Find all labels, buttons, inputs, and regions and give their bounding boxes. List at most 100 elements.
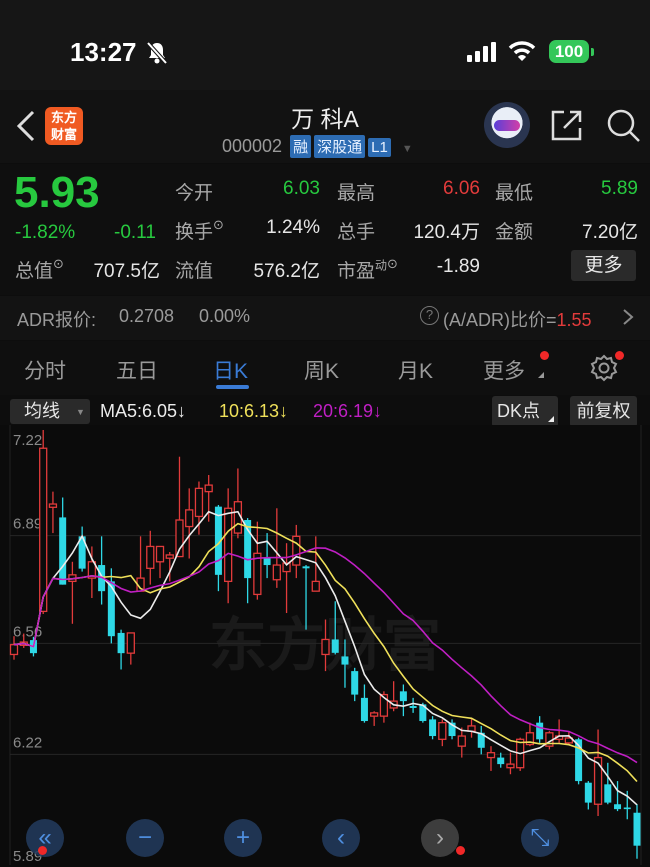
candle-body-down	[536, 722, 544, 740]
candle-body-up	[379, 693, 389, 717]
candle-body-up	[486, 752, 496, 759]
period-tabs: 分时 五日 日K 周K 月K 更多	[0, 341, 650, 395]
status-bar: 13:27 100	[0, 0, 650, 90]
active-tab-indicator	[216, 385, 249, 389]
help-icon[interactable]: ?	[420, 306, 439, 325]
high-value: 6.06	[443, 178, 480, 199]
tab-more[interactable]: 更多	[483, 360, 525, 383]
candle-body-up	[438, 722, 447, 740]
notification-dot	[38, 846, 47, 855]
stock-title: 万 科A	[291, 106, 359, 132]
minus-icon: −	[137, 824, 152, 851]
robot-assistant-avatar[interactable]	[484, 102, 530, 148]
candle-body-up	[321, 638, 330, 656]
ma20-line	[13, 547, 638, 764]
candle-body-up	[204, 484, 213, 493]
search-icon[interactable]	[606, 108, 642, 144]
candle-body-down	[429, 719, 437, 737]
candle-body-up	[525, 732, 535, 746]
candle-body-down	[244, 520, 252, 579]
tag-level: L1	[368, 138, 391, 157]
scroll-right-button[interactable]: ›	[421, 819, 459, 857]
candle-body-up	[165, 554, 174, 559]
back-icon[interactable]	[15, 110, 37, 142]
double-chevron-left-icon: «	[38, 824, 52, 851]
expand-icon: ⤡	[530, 824, 550, 851]
last-price: 5.93	[14, 168, 100, 217]
signal-icon	[467, 42, 496, 62]
scroll-left-button[interactable]: ‹	[322, 819, 360, 857]
dk-point-button[interactable]: DK点	[492, 396, 558, 427]
info-icon[interactable]: ⊙	[53, 256, 64, 271]
plus-icon: +	[235, 824, 250, 851]
candle-body-up	[282, 562, 291, 573]
candle-body-down	[341, 656, 349, 665]
logo-line1: 东方	[50, 110, 77, 125]
candle-body-up	[9, 644, 19, 656]
turnover-value: 1.24%	[266, 217, 320, 238]
adr-price: 0.2708	[119, 306, 175, 326]
tab-weekly-k[interactable]: 周K	[304, 360, 340, 383]
info-icon[interactable]: ⊙	[387, 256, 398, 271]
kline-chart[interactable]: 东方财富7.226.896.566.225.89	[0, 425, 650, 867]
gear-icon[interactable]	[590, 354, 618, 382]
candle-body-down	[117, 632, 125, 654]
more-button[interactable]: 更多	[571, 250, 636, 281]
candle-body-down	[623, 807, 631, 810]
pe-value: -1.89	[436, 256, 480, 277]
notification-dot	[540, 351, 549, 360]
ma-selector[interactable]: 均线 ▼	[10, 399, 90, 424]
battery-icon: 100	[549, 40, 589, 63]
stock-header: 东方 财富 万 科A 000002 融深股通 L1 ▼	[0, 90, 650, 163]
candle-body-down	[477, 732, 485, 748]
ma20-value: 20:6.19↓	[313, 401, 383, 421]
tab-daily-k[interactable]: 日K	[213, 360, 249, 383]
volume-label: 总手	[337, 222, 376, 243]
stock-code-row[interactable]: 000002 融深股通 L1 ▼	[222, 135, 413, 158]
info-icon[interactable]: ⊙	[213, 217, 224, 232]
candle-body-down	[497, 757, 505, 765]
low-label: 最低	[495, 183, 534, 204]
candle-body-down	[302, 566, 310, 569]
candle-body-down	[409, 706, 417, 708]
adjust-button[interactable]: 前复权	[570, 396, 637, 427]
candle-body-down	[78, 536, 86, 569]
stock-code: 000002	[222, 136, 283, 156]
ma5-line	[13, 510, 638, 806]
change-percent: -1.82%	[15, 222, 76, 243]
ma10-value: 10:6.13↓	[219, 401, 289, 421]
y-tick-label: 7.22	[13, 432, 42, 449]
candle-body-down	[614, 804, 622, 810]
candle-body-up	[370, 712, 379, 717]
adr-percent: 0.00%	[199, 306, 251, 326]
candle-body-up	[593, 756, 603, 805]
candle-body-down	[399, 691, 407, 702]
bell-slash-icon	[146, 41, 168, 65]
fullscreen-button[interactable]: ⤡	[521, 819, 559, 857]
zoom-out-button[interactable]: −	[126, 819, 164, 857]
amount-value: 7.20亿	[582, 222, 638, 243]
pe-label: 市盈动⊙	[337, 256, 398, 282]
chevron-right-icon[interactable]	[622, 308, 634, 326]
candle-body-up	[155, 545, 165, 563]
ma10-line	[13, 522, 638, 783]
amount-label: 金额	[495, 222, 534, 243]
zoom-in-button[interactable]: +	[224, 819, 262, 857]
tab-monthly-k[interactable]: 月K	[398, 360, 434, 383]
candle-body-down	[214, 506, 222, 575]
candle-body-down	[575, 739, 583, 782]
candle-body-down	[351, 671, 359, 695]
volume-value: 120.4万	[413, 222, 480, 243]
tab-five-day[interactable]: 五日	[116, 360, 158, 383]
candle-body-up	[224, 507, 233, 583]
share-icon[interactable]	[550, 108, 584, 142]
candle-body-up	[564, 737, 574, 744]
float-label: 流值	[175, 261, 214, 282]
tab-intraday[interactable]: 分时	[24, 360, 66, 383]
adr-label: ADR报价:	[17, 310, 97, 330]
chevron-right-icon: ›	[436, 824, 444, 851]
app-logo[interactable]: 东方 财富	[45, 107, 83, 145]
turnover-label: 换手⊙	[175, 217, 224, 243]
candle-body-up	[253, 552, 262, 596]
adr-row[interactable]: ADR报价: 0.2708 0.00% ? (A/ADR)比价=1.55	[0, 296, 650, 340]
